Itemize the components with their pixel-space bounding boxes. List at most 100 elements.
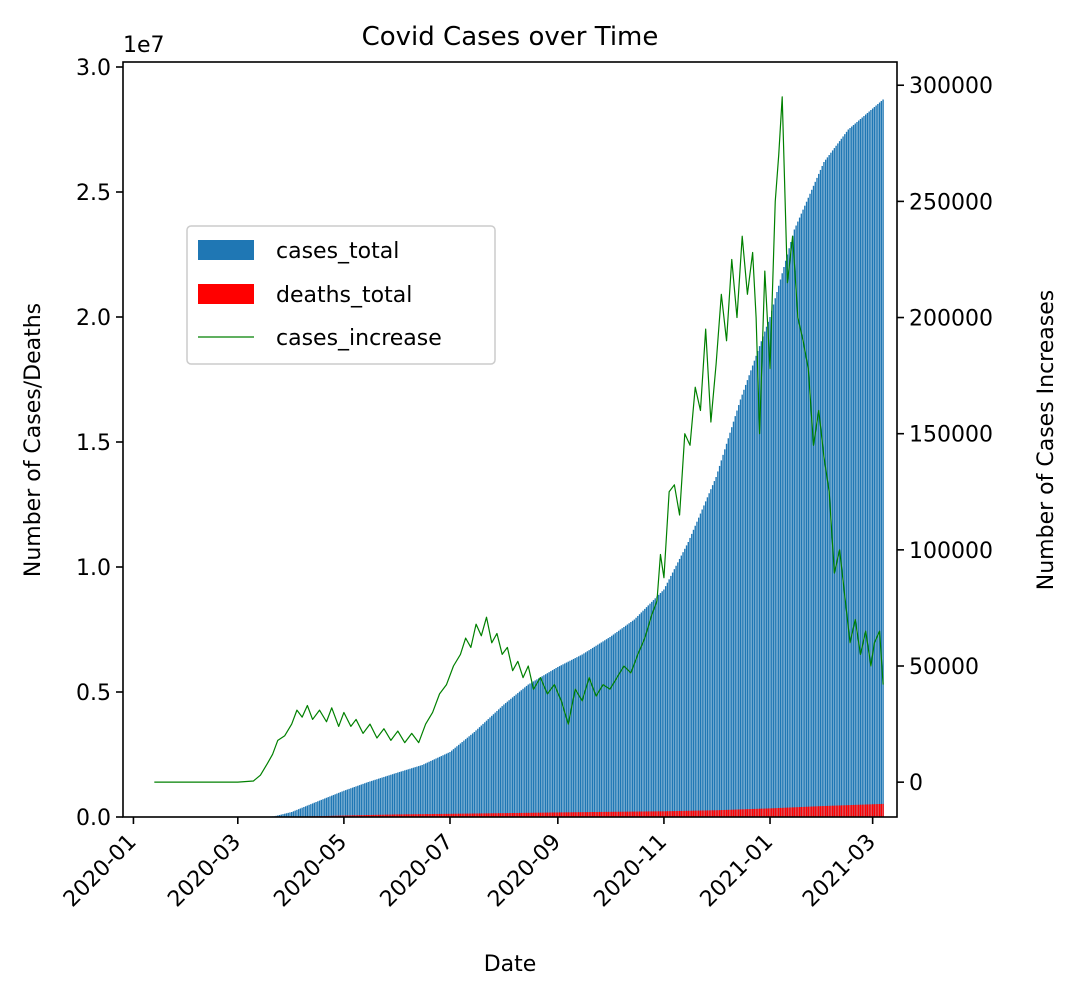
deaths-total-bar (555, 812, 557, 817)
cases-total-bars (238, 99, 884, 818)
cases-total-bar (339, 792, 342, 817)
cases-total-bar (797, 221, 799, 817)
cases-total-bar (826, 157, 829, 818)
cases-total-bar (877, 104, 879, 817)
deaths-total-bar (757, 808, 759, 817)
cases-total-bar (405, 769, 408, 817)
cases-total-bar (612, 634, 615, 817)
cases-total-bar (456, 746, 458, 817)
legend-frame (186, 225, 496, 365)
deaths-total-bar (856, 804, 858, 817)
deaths-total-bar (557, 812, 559, 817)
y-offset-text: 1e7 (123, 33, 165, 58)
deaths-total-bar (430, 814, 432, 817)
cases-total-bar (313, 802, 316, 817)
cases-total-bar (362, 783, 364, 818)
cases-total-bar (671, 572, 674, 817)
deaths-total-bar (397, 814, 399, 818)
cases-total-bar (746, 380, 749, 817)
cases-total-bar (692, 529, 695, 817)
deaths-total-bar (548, 812, 550, 817)
cases-total-bar (604, 640, 606, 817)
cases-total-bar (638, 614, 641, 817)
deaths-total-bar (614, 811, 616, 817)
cases-total-bar (517, 693, 519, 817)
cases-total-bar (291, 812, 293, 817)
cases-total-bar (428, 761, 430, 817)
cases-total-bar (357, 785, 359, 817)
deaths-total-bar (517, 812, 519, 817)
cases-total-bar (798, 217, 801, 818)
deaths-total-bar (661, 811, 663, 817)
deaths-total-bar (833, 805, 836, 818)
deaths-total-bar (698, 810, 700, 817)
deaths-total-bar (642, 811, 644, 817)
deaths-total-bar (461, 813, 463, 817)
deaths-total-bar (635, 811, 637, 817)
cases-total-bar (856, 122, 858, 817)
deaths-total-bar (755, 808, 757, 817)
cases-total-bar (557, 667, 559, 817)
cases-total-bar (310, 804, 312, 817)
deaths-total-bar (671, 811, 674, 817)
cases-total-bar (717, 471, 719, 817)
deaths-total-bar (838, 805, 841, 817)
cases-total-bar (398, 771, 401, 817)
deaths-total-bar (738, 809, 740, 817)
cases-total-bar (518, 691, 521, 817)
cases-total-bar (710, 489, 712, 817)
cases-total-bar (819, 169, 822, 817)
cases-total-bar (578, 656, 580, 817)
cases-total-bar (661, 591, 663, 817)
deaths-total-bar (611, 811, 613, 817)
cases-total-bar (842, 136, 844, 817)
cases-total-bar (344, 790, 347, 818)
deaths-total-bar (647, 811, 649, 817)
deaths-total-bar (501, 813, 503, 817)
cases-total-bar (830, 152, 832, 817)
cases-total-bar (285, 813, 288, 817)
deaths-total-bar (778, 807, 780, 817)
cases-total-bar (487, 719, 489, 817)
cases-total-bar (393, 773, 396, 817)
cases-total-bar (774, 298, 776, 817)
cases-total-bar (473, 732, 476, 817)
cases-total-bar (711, 485, 714, 818)
deaths-total-bar (590, 812, 592, 817)
cases-total-bar (741, 394, 743, 817)
cases-total-bar (739, 399, 742, 817)
deaths-total-bar (675, 811, 677, 817)
cases-total-bar (468, 736, 470, 817)
cases-total-bar (550, 671, 552, 817)
cases-total-bar (607, 638, 609, 817)
cases-total-bar (760, 341, 763, 817)
cases-total-bar (355, 786, 357, 818)
cases-total-bar (558, 666, 561, 817)
cases-total-bar (532, 681, 535, 817)
cases-total-bar (816, 177, 818, 817)
deaths-total-bar (644, 811, 646, 817)
deaths-total-bar (426, 814, 429, 817)
cases-total-bar (322, 799, 324, 817)
cases-total-bar (838, 141, 841, 818)
cases-total-bar (804, 205, 806, 817)
cases-total-bar (475, 730, 477, 817)
cases-total-bar (395, 773, 397, 817)
cases-total-bar (287, 812, 289, 817)
cases-total-bar (779, 279, 782, 817)
deaths-total-bar (878, 804, 881, 817)
deaths-total-bar (586, 812, 589, 817)
cases-total-bar (477, 728, 479, 817)
deaths-total-bar (605, 811, 608, 817)
cases-total-bar (802, 209, 804, 817)
deaths-total-bar (454, 813, 456, 817)
cases-total-bar (771, 310, 773, 817)
deaths-total-bar (560, 812, 562, 817)
deaths-total-bar (571, 812, 573, 817)
deaths-total-bar (818, 806, 820, 817)
cases-total-bar (318, 800, 321, 817)
deaths-total-bar (456, 813, 458, 817)
cases-total-bar (664, 586, 667, 817)
deaths-total-bar (445, 813, 448, 817)
